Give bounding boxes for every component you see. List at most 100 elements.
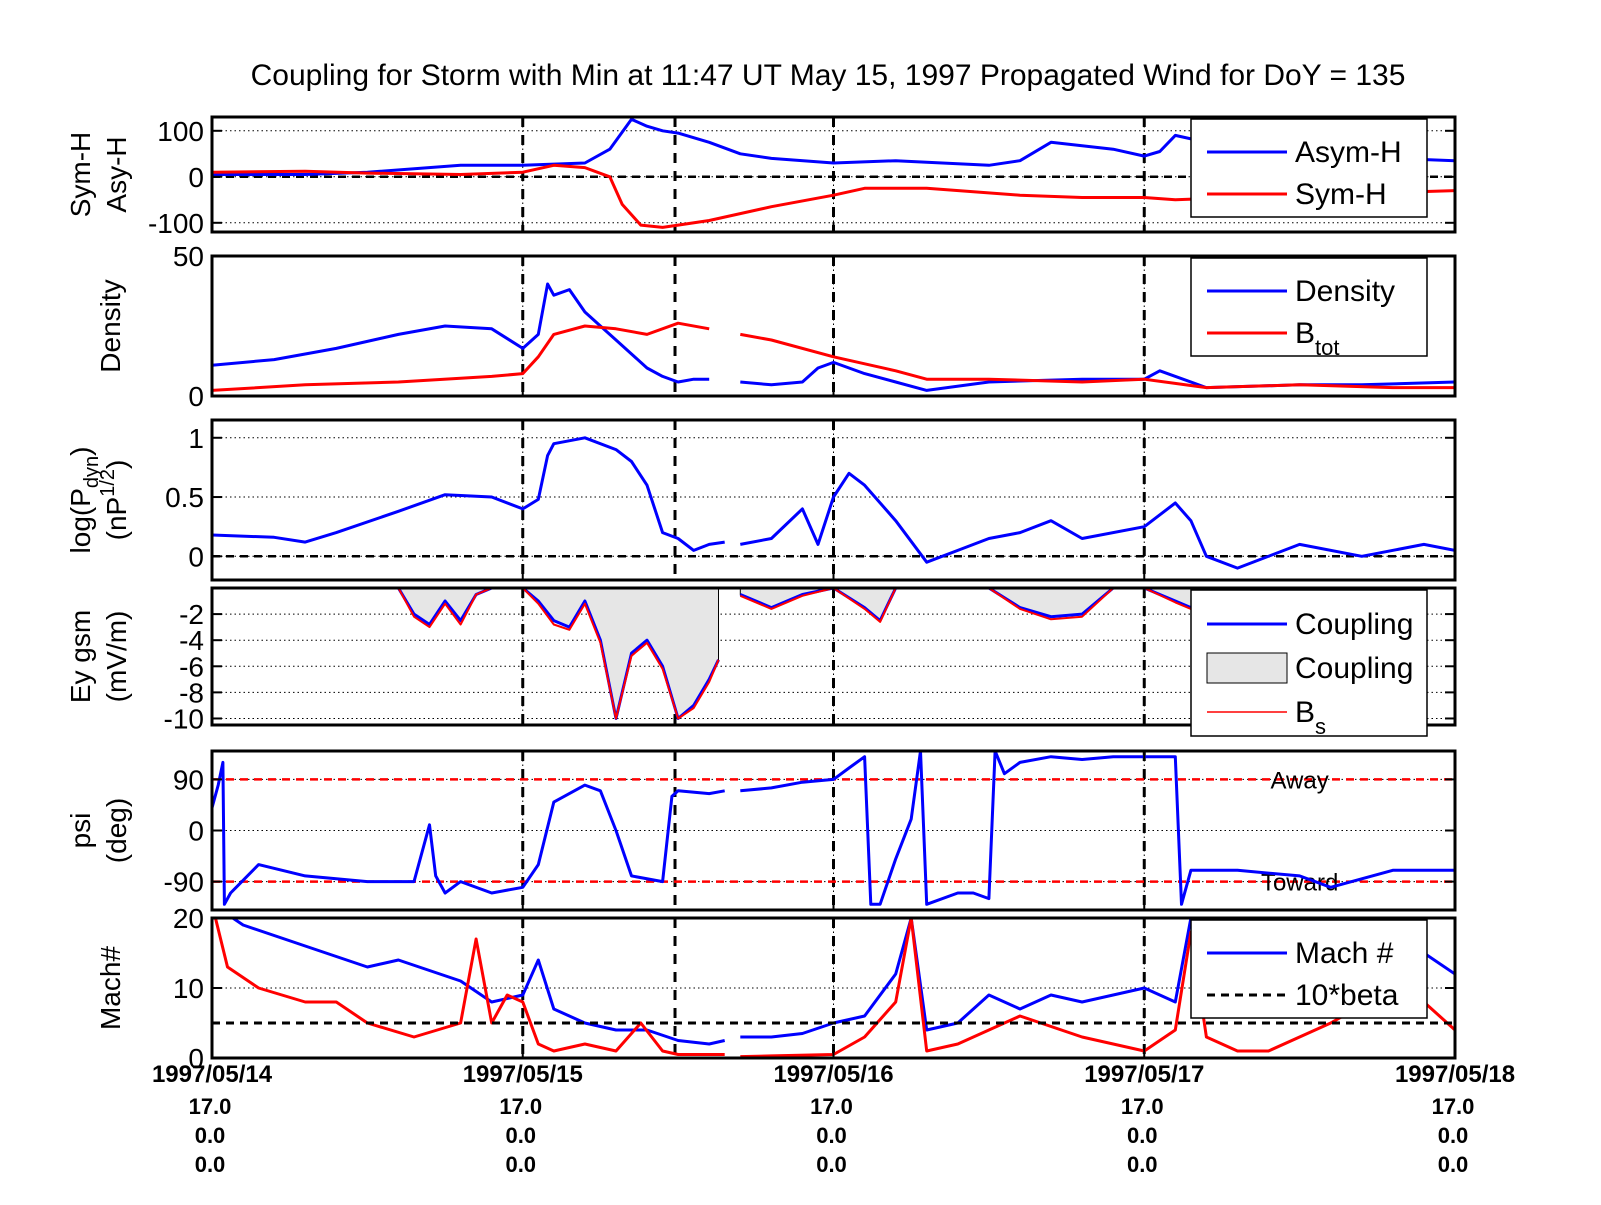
y-axis-label: psi — [65, 813, 96, 849]
legend: Mach # 10*beta — [1190, 919, 1428, 1019]
x-tick-label-group: 1997/05/14 17.0 0.0 0.0 — [152, 1061, 273, 1177]
y-axis-label: Asy-H — [101, 136, 132, 212]
panel-1: 100 0 -100 Sym-H Asy-H Asym-H Sym-H — [65, 115, 1457, 239]
series-line — [740, 918, 1455, 1058]
y-tick-label: 50 — [173, 241, 204, 272]
panel-4: -2-4-6-8-10 Ey gsm (mV/m) Coupling Coupling B… — [65, 586, 1457, 739]
y-tick-label: 0.5 — [165, 482, 204, 513]
y-tick-label: 1 — [188, 423, 204, 454]
plot-area — [212, 282, 1455, 392]
legend-box — [1190, 257, 1428, 357]
coupling-fill — [212, 588, 719, 720]
series-b — [212, 588, 1455, 720]
x-tick-row1: 17.0 — [1432, 1094, 1475, 1119]
y-tick-label: -6 — [179, 651, 204, 682]
series-log-p-dyn — [212, 436, 1455, 570]
x-tick-date: 1997/05/18 — [1395, 1061, 1515, 1088]
series-line — [212, 588, 720, 720]
legend: Density Btot — [1190, 257, 1428, 360]
y-tick-label: -8 — [179, 677, 204, 708]
y-tick-label: 90 — [173, 764, 204, 795]
y-axis-label: log(Pdyn) — [65, 447, 103, 554]
y-tick-label: -90 — [164, 867, 204, 898]
y-tick-label: 0 — [188, 541, 204, 572]
legend-item-coupling: Coupling — [1207, 608, 1413, 641]
y-tick-label: 20 — [173, 903, 204, 934]
panel-3: 1 0.5 0 log(Pdyn)(nP1/2) — [65, 418, 1457, 582]
plot-area — [212, 588, 1455, 720]
panel-6: 20 10 0 Mach# Mach # 10*beta — [95, 903, 1457, 1074]
series-red-trace — [213, 918, 1455, 1058]
series-line — [212, 163, 1455, 229]
y-axis-label: (deg) — [101, 798, 132, 863]
legend-item-density: Density — [1207, 275, 1395, 308]
y-tick-label: -2 — [179, 599, 204, 630]
y-tick-label: -10 — [164, 703, 204, 734]
x-tick-label-group: 1997/05/17 17.0 0.0 0.0 — [1084, 1061, 1204, 1177]
legend-item-10-beta: 10*beta — [1207, 979, 1399, 1012]
x-tick-row3: 0.0 — [1127, 1152, 1158, 1177]
legend-label: Coupling — [1295, 652, 1413, 685]
legend-label: Bs — [1295, 696, 1326, 739]
legend-item-coupling: Coupling — [1206, 652, 1413, 685]
x-tick-row2: 0.0 — [1127, 1123, 1158, 1148]
legend-item-b: Btot — [1207, 317, 1339, 360]
legend-swatch — [1206, 652, 1288, 684]
series-line — [213, 918, 725, 1056]
x-tick-date: 1997/05/16 — [773, 1061, 893, 1088]
y-axis-label: Ey gsm — [65, 610, 96, 703]
series-line — [230, 918, 726, 1046]
x-tick-row2: 0.0 — [816, 1123, 847, 1148]
x-tick-row1: 17.0 — [1121, 1094, 1164, 1119]
series-line — [740, 332, 1455, 390]
x-tick-row3: 0.0 — [505, 1152, 536, 1177]
legend-item-sym-h: Sym-H — [1207, 178, 1387, 211]
y-tick-label: 100 — [157, 116, 204, 147]
series-line — [212, 760, 725, 906]
legend-label: Asym-H — [1295, 136, 1402, 169]
series-asym-h — [212, 117, 1455, 176]
legend-label: Density — [1295, 275, 1395, 308]
x-tick-date: 1997/05/14 — [152, 1061, 273, 1088]
y-tick-label: -4 — [179, 625, 204, 656]
y-tick-label: 10 — [173, 973, 204, 1004]
y-axis-label: (mV/m) — [101, 611, 132, 703]
x-tick-row1: 17.0 — [810, 1094, 853, 1119]
plot-area — [212, 436, 1455, 570]
series-b — [212, 321, 1455, 392]
x-tick-label-group: 1997/05/18 17.0 0.0 0.0 — [1395, 1061, 1515, 1177]
series-psi — [212, 751, 1455, 906]
legend-item-b: Bs — [1207, 696, 1326, 739]
x-tick-label-group: 1997/05/16 17.0 0.0 0.0 — [773, 1061, 893, 1177]
x-tick-date: 1997/05/15 — [463, 1061, 583, 1088]
x-tick-row3: 0.0 — [195, 1152, 226, 1177]
legend-label: 10*beta — [1295, 979, 1399, 1012]
x-tick-row1: 17.0 — [499, 1094, 542, 1119]
legend-label: Sym-H — [1295, 178, 1387, 211]
legend-item-mach: Mach # — [1207, 937, 1394, 970]
legend: Coupling Coupling Bs — [1190, 589, 1428, 739]
x-tick-row2: 0.0 — [505, 1123, 536, 1148]
series-line — [212, 282, 710, 384]
plot-area — [212, 117, 1455, 229]
legend-label: Coupling — [1295, 608, 1413, 641]
y-tick-label: -100 — [148, 208, 204, 239]
series-line — [212, 436, 725, 552]
legend: Asym-H Sym-H — [1190, 118, 1428, 218]
reference-label-away: Away — [1270, 767, 1328, 794]
legend-label: Btot — [1295, 317, 1339, 360]
y-tick-label: 0 — [188, 1043, 204, 1074]
x-tick-row3: 0.0 — [1438, 1152, 1469, 1177]
legend-box — [1190, 919, 1428, 1019]
x-axis-labels: 1997/05/14 17.0 0.0 0.0 1997/05/15 17.0 0.0 0.0… — [152, 1061, 1515, 1177]
y-tick-label: 0 — [188, 162, 204, 193]
y-axis-label: Mach# — [95, 946, 126, 1030]
series-line — [212, 321, 710, 392]
x-tick-date: 1997/05/17 — [1084, 1061, 1204, 1088]
y-axis-label: (nP1/2) — [97, 460, 132, 541]
y-tick-label: 0 — [188, 816, 204, 847]
legend-label: Mach # — [1295, 937, 1394, 970]
